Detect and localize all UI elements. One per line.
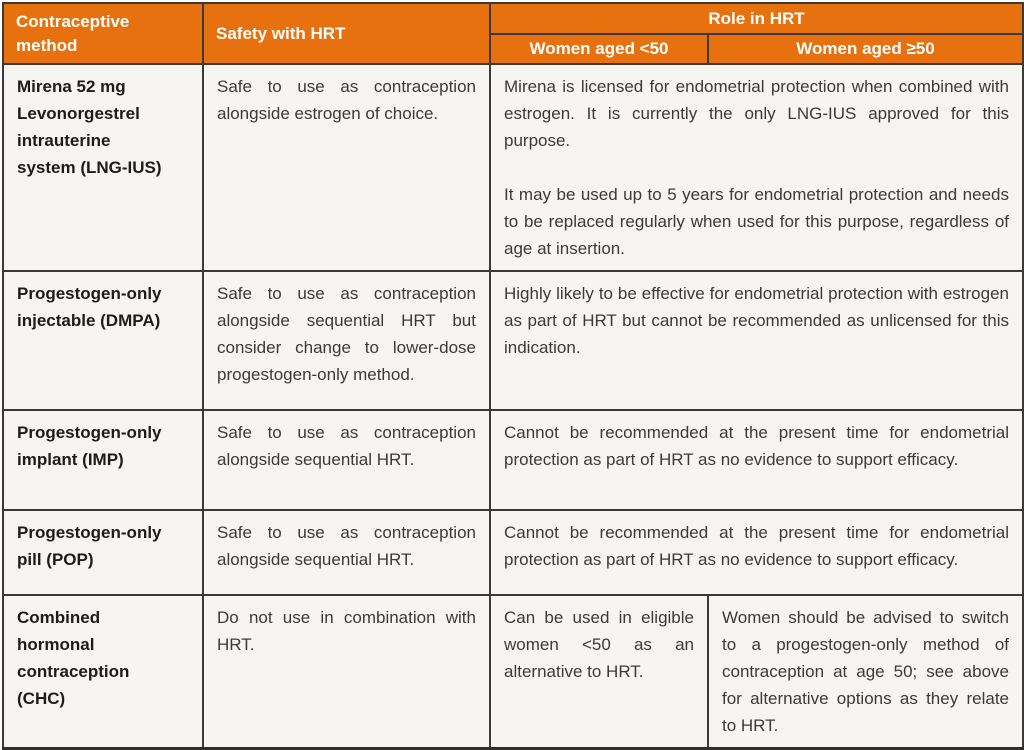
header-women-50-plus: Women aged ≥50: [707, 33, 1024, 65]
header-safety-with-hrt: Safety with HRT: [202, 2, 491, 65]
role-cell: Highly likely to be effective for endome…: [489, 270, 1024, 411]
method-cell: Mirena 52 mg Levonorgestrel intrauterine…: [2, 63, 204, 272]
role-cell: Cannot be recommended at the present tim…: [489, 509, 1024, 596]
table-row-mirena: Mirena 52 mg Levonorgestrel intrauterine…: [2, 63, 1024, 272]
header-role-in-hrt: Role in HRT: [489, 2, 1024, 35]
method-cell: Progestogen-only pill (POP): [2, 509, 204, 596]
table-body: Mirena 52 mg Levonorgestrel intrauterine…: [2, 63, 1024, 750]
safety-cell: Safe to use as contraception alongside s…: [202, 409, 491, 511]
method-cell: Progestogen-only injectable (DMPA): [2, 270, 204, 411]
table-header: Contraceptive method Safety with HRT Rol…: [2, 2, 1024, 65]
header-row-sub: Women aged <50 Women aged ≥50: [3, 33, 1024, 65]
table-row-dmpa: Progestogen-only injectable (DMPA) Safe …: [2, 270, 1024, 411]
header-contraceptive-method: Contraceptive method: [2, 2, 204, 65]
table-row-pop: Progestogen-only pill (POP) Safe to use …: [2, 509, 1024, 596]
table-row-imp: Progestogen-only implant (IMP) Safe to u…: [2, 409, 1024, 511]
safety-cell: Safe to use as contraception alongside e…: [202, 63, 491, 272]
role-cell: Mirena is licensed for endometrial prote…: [489, 63, 1024, 272]
role-under50-cell: Can be used in eligible women <50 as an …: [489, 594, 709, 750]
role-paragraph-2: It may be used up to 5 years for endomet…: [504, 185, 1009, 258]
role-cell: Cannot be recommended at the present tim…: [489, 409, 1024, 511]
role-over50-cell: Women should be advised to switch to a p…: [707, 594, 1024, 750]
header-women-under-50: Women aged <50: [489, 33, 709, 65]
header-row-main: Contraceptive method Safety with HRT Rol…: [2, 2, 1024, 65]
table-row-chc: Combined hormonal contraception (CHC) Do…: [2, 594, 1024, 750]
safety-cell: Safe to use as contraception alongside s…: [202, 509, 491, 596]
method-cell: Progestogen-only implant (IMP): [2, 409, 204, 511]
safety-cell: Safe to use as contraception alongside s…: [202, 270, 491, 411]
safety-cell: Do not use in combination with HRT.: [202, 594, 491, 750]
method-cell: Combined hormonal contraception (CHC): [2, 594, 204, 750]
role-paragraph-1: Mirena is licensed for endometrial prote…: [504, 77, 1009, 150]
